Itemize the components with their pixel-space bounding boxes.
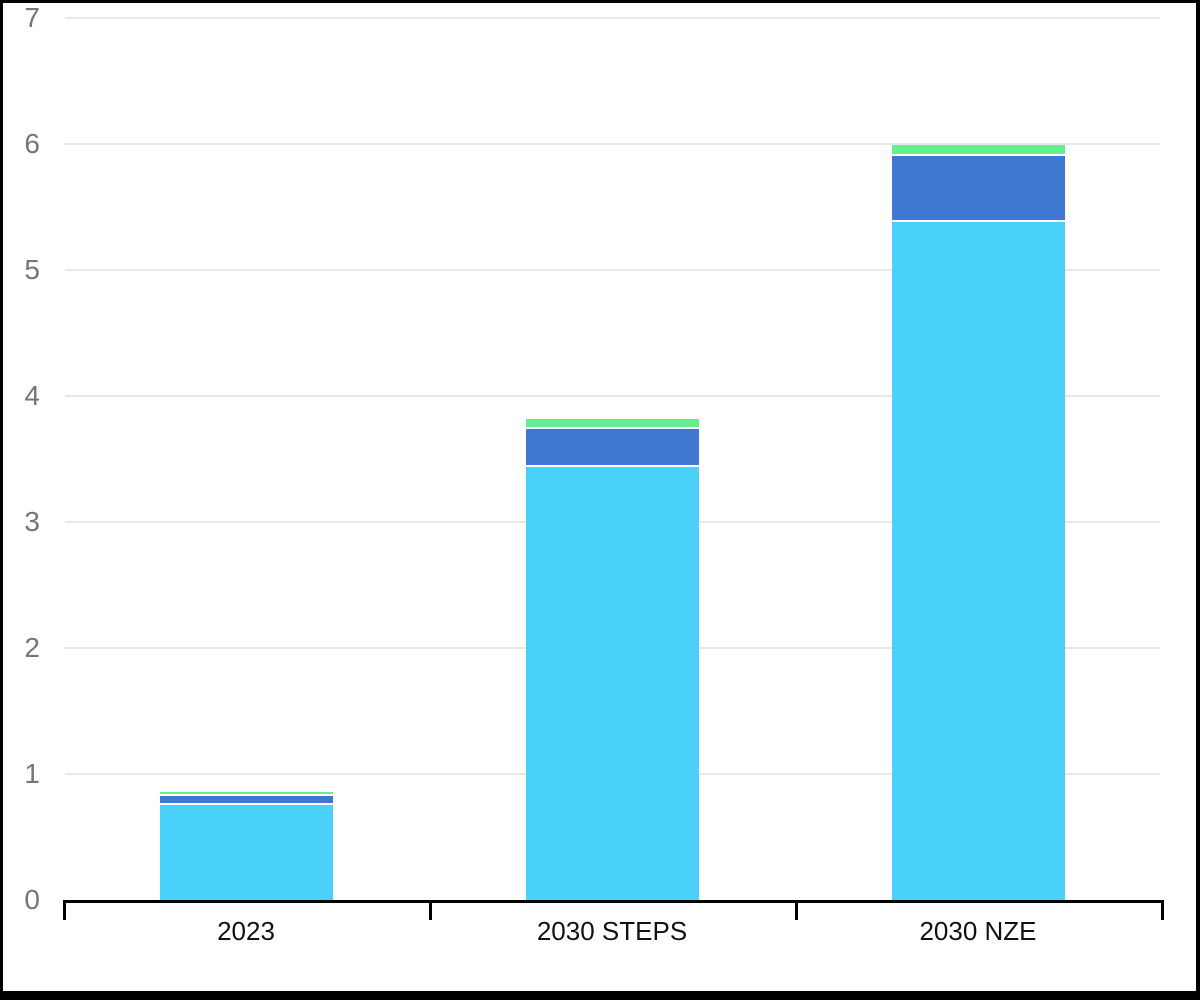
bar-segment-series-2-blue <box>526 429 699 467</box>
y-axis-tick-label: 1 <box>24 758 40 789</box>
x-axis-tick <box>795 900 798 920</box>
gridline-y5 <box>65 269 1160 271</box>
bar-segment-series-1-cyan <box>892 222 1065 900</box>
y-axis-tick-label: 0 <box>24 884 40 915</box>
x-axis-category-label: 2030 STEPS <box>536 916 688 946</box>
bar-segment-series-1-cyan <box>160 805 333 900</box>
x-axis-category-label: 2023 <box>217 916 275 946</box>
x-axis-tick <box>1161 900 1164 920</box>
x-axis-category-label: 2030 NZE <box>919 916 1037 946</box>
x-axis-tick <box>429 900 432 920</box>
x-axis-tick <box>63 900 66 920</box>
y-axis-tick-label: 4 <box>24 380 40 411</box>
y-axis-tick-label: 5 <box>24 254 40 285</box>
y-axis-tick-label: 6 <box>24 128 40 159</box>
gridline-y4 <box>65 395 1160 397</box>
gridline-y7 <box>65 17 1160 19</box>
bar-segment-series-3-green <box>526 419 699 429</box>
bar-segment-series-3-green <box>892 145 1065 156</box>
y-axis-tick-label: 2 <box>24 632 40 663</box>
y-axis-tick-label: 7 <box>24 2 40 33</box>
bar-segment-series-2-blue <box>892 156 1065 222</box>
bar-segment-series-3-green <box>160 792 333 796</box>
bar-segment-series-1-cyan <box>526 467 699 900</box>
gridline-y6 <box>65 143 1160 145</box>
bar-2023 <box>160 792 333 900</box>
bar-2030-steps <box>526 419 699 900</box>
x-axis-line <box>63 900 1164 903</box>
bar-2030-nze <box>892 145 1065 900</box>
y-axis-tick-label: 3 <box>24 506 40 537</box>
bar-segment-series-2-blue <box>160 796 333 805</box>
